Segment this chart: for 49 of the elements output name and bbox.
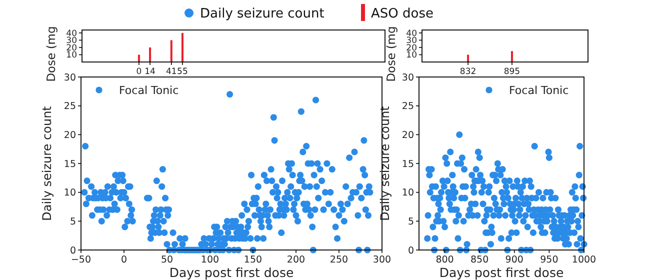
x-tick-label: 950 bbox=[540, 254, 558, 266]
x-tick-label: 250 bbox=[330, 254, 348, 266]
x-axis-title: Days post first dose bbox=[439, 265, 564, 280]
x-axis-title: Days post first dose bbox=[169, 265, 294, 280]
y-tick-label: 25 bbox=[402, 101, 414, 112]
y-tick-label: 30 bbox=[64, 72, 76, 84]
y-axis-title: Daily seizure count bbox=[378, 106, 392, 221]
y-tick-label: 10 bbox=[402, 188, 414, 199]
x-tick-label: 895 bbox=[504, 66, 520, 77]
y-axis-title: Dose (mg bbox=[384, 26, 398, 82]
y-tick-label: 5 bbox=[408, 216, 414, 228]
x-tick-label: 900 bbox=[505, 254, 524, 266]
y-tick-label: 10 bbox=[406, 50, 417, 61]
bar bbox=[138, 54, 140, 62]
x-tick-label: 0 bbox=[136, 66, 142, 77]
bar bbox=[170, 40, 172, 62]
x-tick-label: 850 bbox=[470, 254, 489, 266]
legend-label: Focal Tonic bbox=[119, 84, 179, 97]
x-tick-label: 14 bbox=[144, 66, 156, 77]
x-tick-label: 50 bbox=[160, 254, 174, 266]
y-tick-label: 25 bbox=[64, 101, 76, 112]
y-tick-label: 10 bbox=[66, 50, 77, 61]
x-tick-label: 41 bbox=[166, 66, 177, 77]
y-axis-title: Dose (mg bbox=[44, 26, 58, 82]
y-tick-label: 20 bbox=[402, 130, 414, 141]
legend-label: Focal Tonic bbox=[509, 84, 569, 97]
x-tick-label: 300 bbox=[372, 254, 392, 266]
x-tick-label: 832 bbox=[460, 66, 476, 77]
y-tick-label: 10 bbox=[64, 188, 76, 199]
x-tick-label: −50 bbox=[70, 254, 92, 266]
text: Daily seizure count bbox=[200, 6, 324, 22]
bar bbox=[181, 32, 184, 62]
x-tick-label: 55 bbox=[177, 66, 188, 77]
x-tick-label: 1000 bbox=[572, 254, 596, 266]
bar bbox=[149, 47, 152, 62]
y-tick-label: 30 bbox=[402, 72, 414, 84]
y-tick-label: 15 bbox=[64, 158, 76, 170]
y-tick-label: 5 bbox=[70, 216, 76, 228]
x-tick-label: 100 bbox=[200, 254, 220, 266]
x-tick-label: 0 bbox=[120, 254, 128, 266]
y-tick-label: 0 bbox=[70, 245, 76, 256]
y-tick-label: 20 bbox=[64, 130, 76, 141]
y-axis-title: Daily seizure count bbox=[40, 106, 54, 221]
legend-label: ASO dose bbox=[371, 6, 434, 22]
y-tick-label: 0 bbox=[408, 245, 414, 256]
x-tick-label: 800 bbox=[436, 254, 454, 266]
x-tick-label: 150 bbox=[244, 254, 262, 266]
x-tick-label: 200 bbox=[286, 254, 306, 266]
y-tick-label: 15 bbox=[402, 158, 414, 170]
